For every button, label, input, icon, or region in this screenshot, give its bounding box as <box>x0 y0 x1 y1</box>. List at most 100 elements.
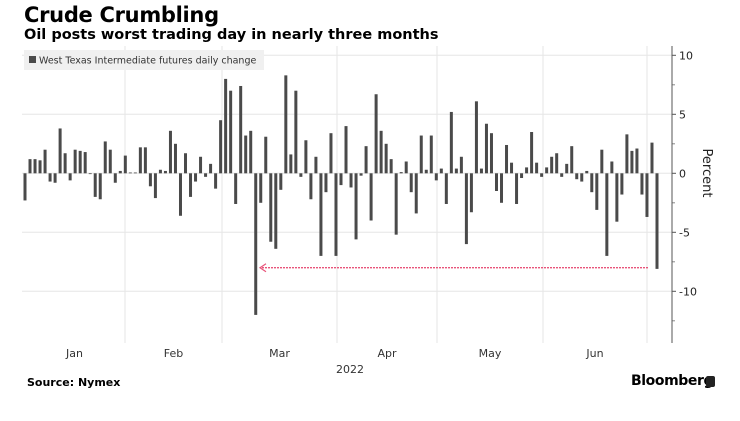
bar <box>334 173 338 256</box>
bar <box>429 135 433 174</box>
legend-label: West Texas Intermediate futures daily ch… <box>39 56 256 67</box>
bar <box>590 173 594 193</box>
bar <box>304 140 308 174</box>
source-note: Source: Nymex <box>27 376 121 389</box>
x-tick-label: Apr <box>377 347 397 360</box>
bar <box>319 173 323 256</box>
bar <box>500 173 504 203</box>
x-tick-label: May <box>479 347 502 360</box>
bar <box>204 173 208 177</box>
bar <box>359 173 363 176</box>
bar <box>284 75 288 174</box>
bar <box>535 162 539 174</box>
bar <box>68 173 72 181</box>
bar <box>399 172 403 174</box>
bar <box>269 173 273 242</box>
bar <box>63 153 67 174</box>
bar <box>148 173 152 187</box>
bar <box>630 150 634 174</box>
bar <box>103 141 107 174</box>
annotation <box>258 263 648 273</box>
bar <box>199 156 203 174</box>
bar <box>444 173 448 204</box>
bar <box>389 159 393 174</box>
bar <box>133 172 137 174</box>
bar <box>73 149 77 174</box>
bar <box>449 111 453 174</box>
bar <box>163 170 167 174</box>
bar <box>374 94 378 174</box>
y-tick-label: 10 <box>679 49 693 62</box>
bar <box>424 169 428 174</box>
bar <box>530 132 534 174</box>
bar <box>379 130 383 174</box>
bar <box>515 173 519 204</box>
bar <box>189 173 193 197</box>
legend-swatch <box>29 56 36 63</box>
bar <box>344 126 348 174</box>
bar <box>234 173 238 204</box>
bar <box>550 156 554 174</box>
bar <box>173 143 177 174</box>
x-tick-label: Feb <box>164 347 183 360</box>
bar <box>274 173 278 249</box>
bar <box>324 173 328 193</box>
bar <box>88 173 92 175</box>
bar <box>279 173 283 190</box>
bar <box>369 173 373 221</box>
bar <box>620 173 624 195</box>
bar <box>219 120 223 174</box>
bar <box>184 153 188 174</box>
bar <box>229 90 233 174</box>
bar <box>53 173 57 183</box>
bar <box>464 173 468 245</box>
bar <box>409 173 413 193</box>
bar <box>158 169 162 174</box>
legend-box <box>24 50 264 70</box>
grid <box>22 46 672 343</box>
bar <box>545 167 549 174</box>
arrow-head-icon <box>258 263 267 273</box>
bar <box>339 173 343 186</box>
chart-title: Crude Crumbling <box>24 3 219 27</box>
bar <box>168 130 172 174</box>
y-tick-label: 5 <box>679 108 686 121</box>
bar <box>314 156 318 174</box>
bar <box>83 152 87 174</box>
bar <box>128 172 132 174</box>
x-axis: Jan Feb Mar Apr May Jun <box>65 347 604 360</box>
bar <box>23 173 27 201</box>
bar <box>600 149 604 174</box>
bar <box>123 155 127 174</box>
bar <box>93 173 97 197</box>
y-tick-label: -10 <box>679 285 697 298</box>
bar <box>209 163 213 174</box>
bar <box>38 160 42 174</box>
bar <box>43 149 47 174</box>
bar <box>605 173 609 256</box>
bar <box>58 128 62 174</box>
bar <box>650 142 654 174</box>
bar <box>384 143 388 174</box>
bar <box>439 168 443 174</box>
bar <box>309 173 313 200</box>
bar <box>414 173 418 214</box>
bars <box>23 75 659 315</box>
x-tick-label: Jun <box>585 347 603 360</box>
bar <box>98 173 102 200</box>
bar <box>655 173 659 269</box>
bar <box>510 162 514 174</box>
bar <box>33 159 37 174</box>
bar <box>565 163 569 174</box>
bar <box>394 173 398 235</box>
bar <box>28 159 32 174</box>
bar <box>610 161 614 174</box>
bar <box>479 168 483 174</box>
bloomberg-terminal-icon <box>706 376 715 387</box>
bar <box>419 135 423 174</box>
bar <box>143 147 147 174</box>
bar <box>118 170 122 174</box>
y-tick-label: 0 <box>679 167 686 180</box>
bar <box>570 146 574 174</box>
bar <box>108 149 112 174</box>
